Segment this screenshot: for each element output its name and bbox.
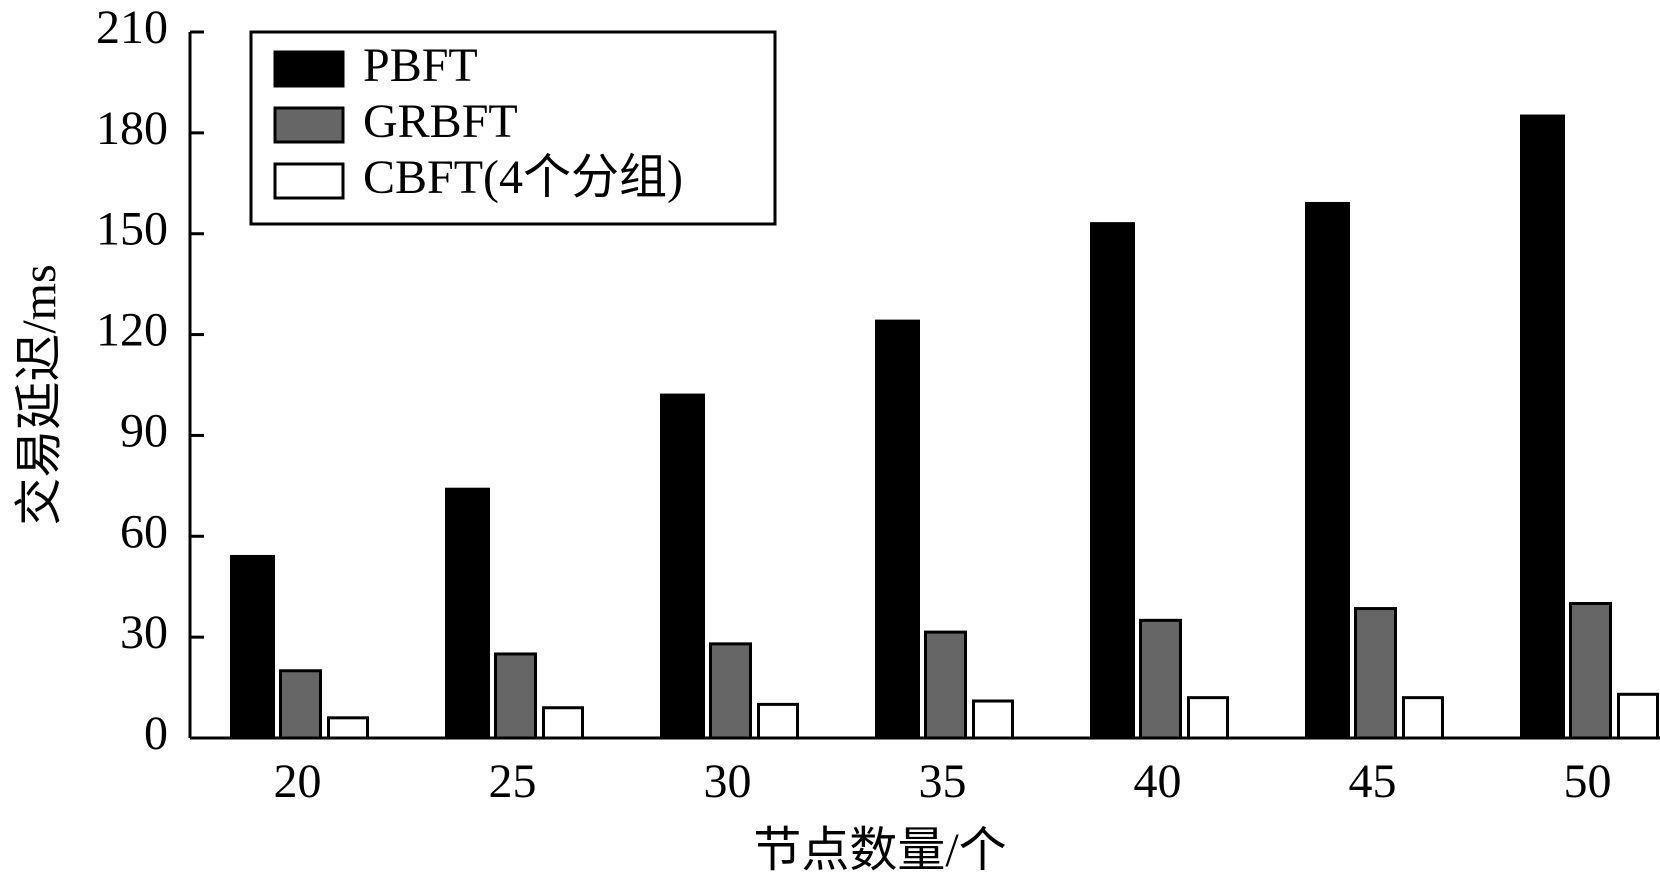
y-tick-label: 210: [96, 1, 168, 54]
y-tick-label: 60: [120, 505, 168, 558]
x-tick-label: 25: [489, 755, 537, 808]
legend-label: PBFT: [363, 39, 478, 92]
x-tick-label: 35: [919, 755, 967, 808]
bar: [1187, 696, 1229, 740]
x-axis-label: 节点数量/个: [753, 824, 1006, 877]
bar: [542, 706, 584, 740]
bar: [494, 652, 537, 740]
bar: [1569, 602, 1612, 740]
legend-swatch: [273, 50, 345, 88]
y-tick-label: 0: [144, 707, 168, 760]
y-tick-label: 30: [120, 606, 168, 659]
bar: [279, 669, 322, 740]
bar: [875, 319, 920, 740]
bar: [1520, 114, 1565, 740]
legend-swatch: [273, 162, 345, 200]
bar: [924, 630, 967, 740]
legend-label: GRBFT: [363, 95, 518, 148]
bar: [1354, 607, 1397, 740]
bar: [1617, 692, 1659, 740]
bar: [1090, 222, 1135, 740]
x-tick-label: 40: [1134, 755, 1182, 808]
y-tick-label: 120: [96, 304, 168, 357]
x-tick-label: 30: [704, 755, 752, 808]
bar: [972, 699, 1014, 740]
x-tick-label: 20: [274, 755, 322, 808]
x-tick-label: 45: [1349, 755, 1397, 808]
bar: [1139, 618, 1182, 740]
y-axis-label: 交易延迟/ms: [13, 264, 66, 525]
bar: [1402, 696, 1444, 740]
y-tick-label: 180: [96, 102, 168, 155]
bar: [1305, 201, 1350, 740]
bar: [660, 393, 705, 740]
y-tick-label: 150: [96, 203, 168, 256]
y-tick-label: 90: [120, 404, 168, 457]
legend-swatch: [273, 106, 345, 144]
bar: [709, 642, 752, 740]
x-tick-label: 50: [1564, 755, 1612, 808]
bar: [327, 716, 369, 740]
legend-label: CBFT(4个分组): [363, 151, 683, 204]
bar: [445, 487, 490, 740]
bar: [757, 702, 799, 740]
bar: [230, 554, 275, 740]
